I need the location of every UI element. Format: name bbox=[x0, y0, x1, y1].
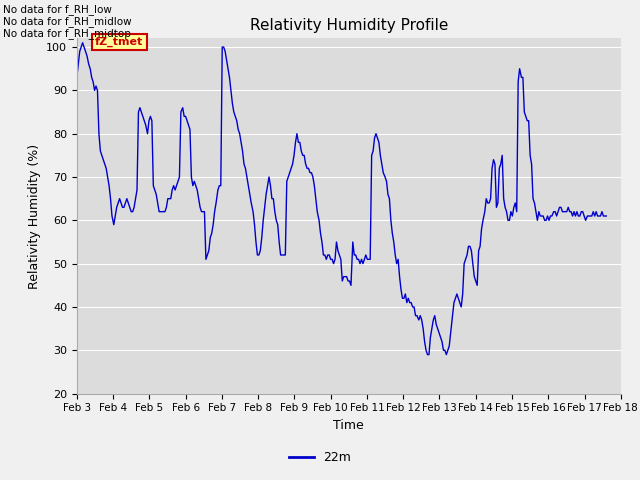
Text: fZ_tmet: fZ_tmet bbox=[95, 37, 143, 47]
Legend: 22m: 22m bbox=[284, 446, 356, 469]
X-axis label: Time: Time bbox=[333, 419, 364, 432]
Text: No data for f_RH_midtop: No data for f_RH_midtop bbox=[3, 28, 131, 39]
Text: No data for f_RH_low: No data for f_RH_low bbox=[3, 4, 112, 15]
Title: Relativity Humidity Profile: Relativity Humidity Profile bbox=[250, 18, 448, 33]
Text: No data for f_RH_midlow: No data for f_RH_midlow bbox=[3, 16, 132, 27]
Y-axis label: Relativity Humidity (%): Relativity Humidity (%) bbox=[28, 144, 40, 288]
